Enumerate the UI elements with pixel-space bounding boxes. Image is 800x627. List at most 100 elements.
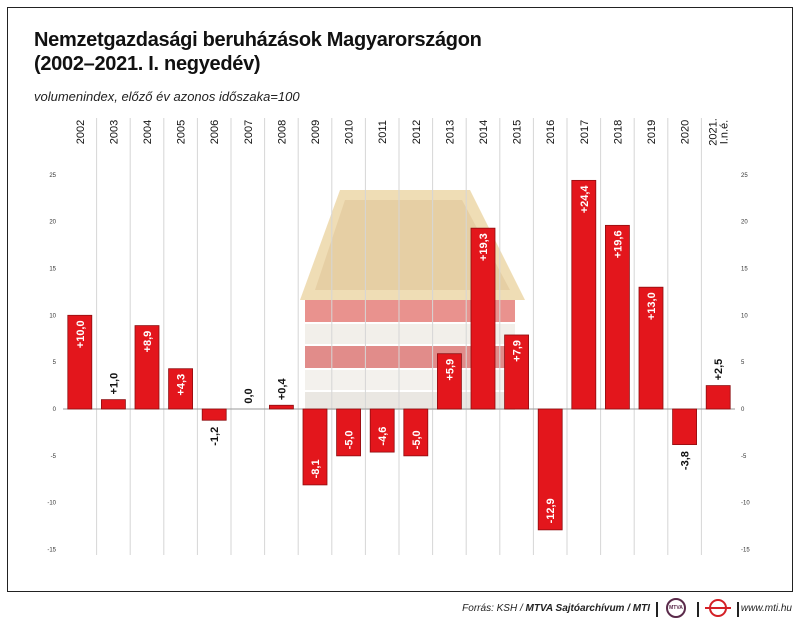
bar-value-label: 0,0 <box>243 388 255 403</box>
x-tick-label: 2018 <box>612 120 624 144</box>
y-tick-label-left: 20 <box>49 220 56 226</box>
title-line-1: Nemzetgazdasági beruházások Magyarország… <box>34 29 482 51</box>
x-tick-label: 2004 <box>142 120 154 144</box>
footer-separator <box>737 602 739 617</box>
bar-value-label: +13,0 <box>646 292 658 320</box>
website-link[interactable]: www.mti.hu <box>740 603 792 614</box>
x-tick-label: 2009 <box>310 120 322 144</box>
y-tick-label-right: -10 <box>741 501 750 507</box>
y-tick-label-left: 15 <box>49 266 56 272</box>
bar <box>268 404 294 410</box>
x-tick-label: 2008 <box>276 120 288 144</box>
x-tick-label: 2005 <box>176 120 188 144</box>
x-tick-label: 2016 <box>545 120 557 144</box>
bar-value-label: +0,4 <box>276 378 288 401</box>
bar <box>705 385 731 410</box>
x-tick-label: 2011 <box>377 120 389 144</box>
bar <box>537 408 563 531</box>
x-tick-label: 2006 <box>209 120 221 144</box>
y-tick-label-right: 10 <box>741 313 748 319</box>
bar-value-label: -5,0 <box>344 430 356 449</box>
y-tick-label-left: 5 <box>53 360 57 366</box>
bar <box>672 408 697 446</box>
bar-value-label: +8,9 <box>142 331 154 353</box>
illustration-shape <box>305 300 515 322</box>
bar-value-label: -3,8 <box>680 451 692 470</box>
y-tick-label-right: 0 <box>741 407 745 413</box>
x-tick-label: 2019 <box>646 120 658 144</box>
y-tick-label-left: 25 <box>49 173 56 179</box>
x-tick-label: 2013 <box>444 120 456 144</box>
bar <box>470 227 496 410</box>
illustration-shape <box>315 200 510 290</box>
y-tick-label-left: -15 <box>47 548 56 554</box>
illustration-shape <box>305 392 515 410</box>
x-tick-label: 2012 <box>411 120 423 144</box>
y-tick-label-right: 25 <box>741 173 748 179</box>
bar <box>571 179 597 410</box>
bar <box>101 399 126 410</box>
footer: Forrás: KSH / MTVA Sajtóarchívum / MTI M… <box>0 596 800 624</box>
bar <box>134 325 160 410</box>
x-tick-label: 2015 <box>512 120 524 144</box>
title-line-2: (2002–2021. I. negyedév) <box>34 53 261 75</box>
bar <box>605 224 630 410</box>
bar-value-label: -5,0 <box>411 430 423 449</box>
x-tick-label: 2020 <box>680 120 692 144</box>
y-tick-label-left: -5 <box>51 454 57 460</box>
y-tick-label-right: 15 <box>741 266 748 272</box>
y-tick-label-right: -5 <box>741 454 747 460</box>
bar <box>403 408 429 457</box>
y-tick-label-right: 5 <box>741 360 745 366</box>
x-tick-label: 2010 <box>344 120 356 144</box>
footer-separator <box>656 602 658 617</box>
x-tick-label: 2002 <box>75 120 87 144</box>
bar-value-label: +24,4 <box>579 185 591 214</box>
bar-value-label: -1,2 <box>209 427 221 446</box>
bar-value-label: -12,9 <box>545 498 557 523</box>
bar-value-label: +5,9 <box>444 359 456 381</box>
bar-value-label: +19,3 <box>478 233 490 261</box>
bar <box>302 408 328 486</box>
footer-separator <box>697 602 699 617</box>
x-tick-label: 2007 <box>243 120 255 144</box>
x-tick-label: 2017 <box>579 120 591 144</box>
y-tick-label-left: -10 <box>47 501 56 507</box>
source-prefix: Forrás: KSH / <box>462 603 526 614</box>
bar <box>638 286 664 410</box>
chart-subtitle: volumenindex, előző év azonos időszaka=1… <box>34 89 300 104</box>
bar <box>168 368 194 410</box>
illustration-shape <box>305 370 515 390</box>
bar-value-label: +2,5 <box>713 359 725 381</box>
mtva-logo-icon: MTVA <box>666 598 686 618</box>
bar <box>336 408 362 457</box>
chart-frame <box>7 7 793 592</box>
x-tick-label: 2003 <box>108 120 120 144</box>
y-tick-label-left: 0 <box>53 407 57 413</box>
bar-value-label: +10,0 <box>75 320 87 348</box>
source-archive: MTVA Sajtóarchívum / MTI <box>525 603 650 614</box>
y-tick-label-left: 10 <box>49 313 56 319</box>
bar-value-label: +1,0 <box>108 373 120 395</box>
x-tick-label: I.n.é. <box>719 120 731 144</box>
y-tick-label-right: -15 <box>741 548 750 554</box>
illustration-shape <box>305 346 515 368</box>
bar <box>369 408 395 453</box>
x-tick-label: 2014 <box>478 120 490 144</box>
bar <box>504 334 530 410</box>
chart-title: Nemzetgazdasági beruházások Magyarország… <box>34 28 482 76</box>
bar <box>201 408 227 421</box>
bar <box>67 314 93 410</box>
bar-value-label: +19,6 <box>612 230 624 258</box>
x-tick-label: 2021. <box>708 118 720 146</box>
background-illustration <box>300 190 525 410</box>
bar <box>436 353 462 410</box>
source-credit: Forrás: KSH / MTVA Sajtóarchívum / MTI <box>462 603 650 614</box>
bar-value-label: -4,6 <box>377 427 389 446</box>
bar-value-label: +4,3 <box>176 374 188 396</box>
bar-value-label: -8,1 <box>310 459 322 478</box>
y-tick-label-right: 20 <box>741 220 748 226</box>
illustration-shape <box>305 324 515 344</box>
bar-value-label: +7,9 <box>512 340 524 362</box>
